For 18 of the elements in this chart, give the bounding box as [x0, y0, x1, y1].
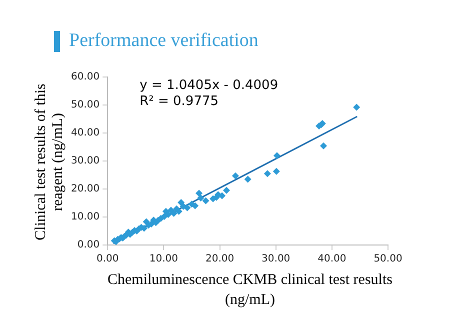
y-tick-label: 40.00 [70, 128, 100, 139]
x-tick-label: 50.00 [374, 254, 402, 265]
y-tick-label: 30.00 [70, 156, 100, 167]
annotation: R² = 0.9775 [140, 94, 219, 109]
y-axis-title: Clinical test results of this reagent (ng/mL) [33, 82, 67, 242]
x-tick-label: 0.00 [96, 254, 119, 265]
chart-title: Performance verification [69, 30, 258, 52]
annotation: y = 1.0405x - 0.4009 [140, 78, 278, 93]
x-tick-label: 10.00 [149, 254, 178, 265]
x-tick-label: 30.00 [262, 254, 290, 265]
y-tick-label: 0.00 [77, 240, 100, 251]
x-tick-label: 20.00 [205, 254, 234, 265]
y-tick-label: 50.00 [70, 100, 100, 111]
y-tick-label: 10.00 [70, 212, 100, 223]
x-axis-title: Chemiluminescence CKMB clinical test results (ng/mL) [106, 271, 394, 310]
y-tick-label: 60.00 [70, 72, 100, 83]
y-tick-label: 20.00 [70, 184, 100, 195]
x-tick-label: 40.00 [318, 254, 346, 265]
